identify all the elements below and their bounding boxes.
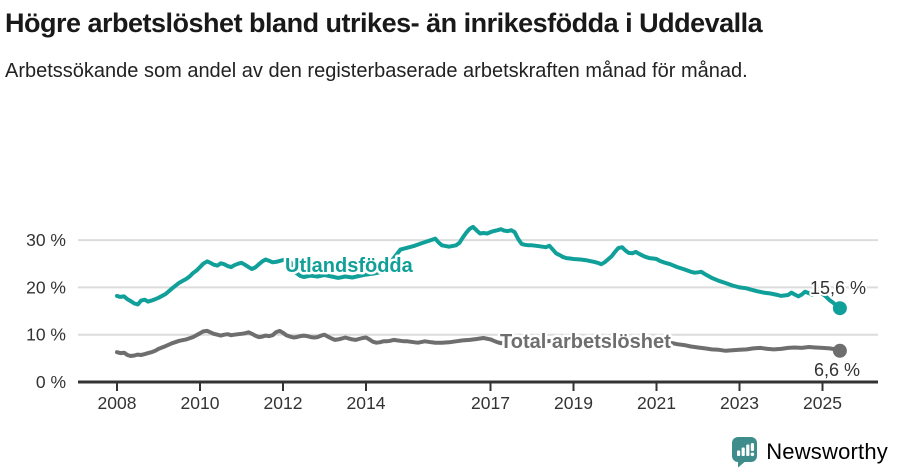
newsworthy-logo-icon (732, 437, 758, 468)
x-axis-tick-label: 2010 (181, 393, 220, 413)
end-value-label-utlandsfodda: 15,6 % (810, 278, 866, 298)
x-axis-tick-label: 2008 (98, 393, 137, 413)
x-axis-tick-label: 2012 (264, 393, 303, 413)
x-axis-tick-label: 2017 (471, 393, 510, 413)
series-end-dot (832, 301, 847, 316)
x-axis-tick-label: 2021 (637, 393, 676, 413)
y-axis-tick-label: 0 % (36, 372, 66, 392)
x-axis-tick-label: 2025 (803, 393, 842, 413)
x-axis-tick-label: 2019 (554, 393, 593, 413)
x-axis-tick-label: 2023 (720, 393, 759, 413)
series-line-utlandsf-dda (115, 224, 842, 311)
line-chart: 0 % 10 % 20 % 30 % 2008 2010 2012 2014 2017 2019 2… (26, 224, 878, 413)
series-label-total-arbetsloshet: Total arbetslöshet (500, 331, 671, 353)
series-label-utlandsfodda: Utlandsfödda (285, 255, 414, 277)
page-title: Högre arbetslöshet bland utrikes- än inr… (5, 8, 763, 38)
y-axis-tick-label: 30 % (26, 230, 66, 250)
page-subtitle: Arbetssökande som andel av den registerb… (5, 60, 748, 83)
chart-label-layer: Utlandsfödda Total arbetslöshet 15,6 % 6… (283, 253, 869, 383)
chart-generated-layer: 0 % 10 % 20 % 30 % 2008 2010 2012 2014 2017 2019 2… (26, 224, 878, 413)
series-line-total-arbetsl-shet (115, 328, 842, 358)
end-value-label-total: 6,6 % (814, 360, 860, 380)
y-axis-tick-label: 20 % (26, 277, 66, 297)
y-axis-tick-label: 10 % (26, 325, 66, 345)
newsworthy-brand-text: Newsworthy (766, 439, 888, 464)
x-axis-tick-label: 2014 (347, 393, 386, 413)
series-end-dot (832, 343, 847, 358)
newsworthy-logo: Newsworthy (731, 436, 888, 468)
